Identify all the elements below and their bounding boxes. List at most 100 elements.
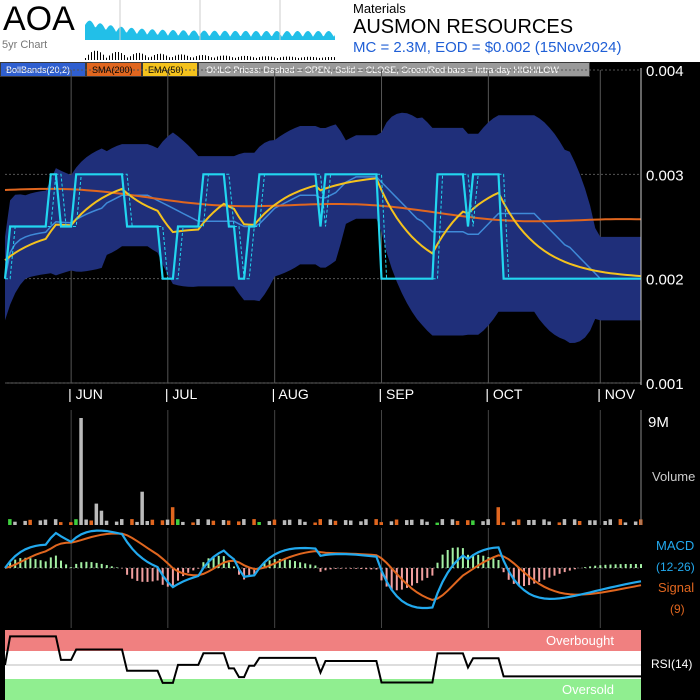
volume-bar [389, 521, 394, 525]
sparkline-volume-bar [241, 56, 242, 60]
sparkline-volume-bar [295, 57, 296, 60]
sparkline-volume-bar [244, 55, 245, 60]
volume-bar [38, 520, 43, 525]
sparkline-volume-bar [181, 54, 182, 60]
volume-bar [28, 519, 32, 525]
volume-bar [89, 520, 93, 525]
volume-bar [13, 521, 17, 525]
volume-bar [440, 519, 445, 525]
volume-bar [623, 522, 628, 525]
macd-params: (12-26) [656, 560, 695, 574]
volume-bar [99, 510, 104, 525]
sparkline-volume-bar [247, 56, 248, 60]
bollinger-band-area [5, 112, 641, 343]
volume-bar [633, 521, 638, 525]
volume-bar [69, 522, 73, 525]
sparkline-volume-bar [286, 56, 287, 60]
macd-line [4, 529, 642, 610]
sparkline-volume-bar [187, 55, 188, 60]
volume-bar [272, 519, 277, 525]
volume-bar [8, 519, 12, 525]
overbought-zone [5, 630, 641, 651]
market-cap-line: MC = 2.3M, EOD = $0.002 (15Nov2024) [353, 39, 622, 56]
volume-bar [557, 522, 562, 525]
volume-bar [196, 519, 200, 525]
oversold-label: Oversold [562, 682, 614, 697]
sparkline-volume-bar [313, 57, 314, 60]
sparkline-volume-bar [271, 56, 272, 60]
volume-bar [593, 520, 597, 525]
rsi-line [4, 635, 641, 684]
y-tick-label: 0.004 [646, 63, 684, 80]
volume-bar [191, 522, 195, 525]
y-tick-label: 0.001 [646, 376, 684, 393]
volume-bar [333, 520, 338, 525]
volume-bar [364, 519, 368, 525]
sparkline-volume-bar [157, 54, 158, 60]
sparkline-volume-bar [229, 56, 230, 60]
sparkline-volume-bar [316, 57, 317, 60]
volume-bar [511, 521, 516, 525]
sparkline-volume-bar [100, 52, 101, 60]
volume-bar [603, 521, 607, 525]
sparkline-volume-bar [301, 57, 302, 60]
volume-bar [328, 519, 333, 525]
volume-bar [181, 521, 185, 525]
sparkline-volume-bar [124, 55, 125, 60]
volume-bar [466, 520, 470, 525]
volume-bar [135, 521, 139, 525]
sparkline-volume-bar [304, 57, 305, 60]
volume-bar [267, 521, 272, 525]
signal-params: (9) [670, 602, 685, 616]
volume-bar [206, 519, 210, 525]
volume-bar [527, 520, 531, 525]
x-tick-label: | SEP [379, 386, 415, 402]
sparkline-volume-bar [169, 57, 170, 60]
volume-bar [608, 519, 612, 525]
ticker-symbol: AOA [3, 0, 75, 38]
sparkline-volume-bar [85, 58, 86, 60]
volume-bar [160, 520, 165, 525]
volume-bar [282, 520, 287, 525]
volume-bar [394, 519, 399, 525]
volume-bar [435, 522, 439, 525]
sparkline-volume-bar [232, 57, 233, 60]
volume-bar [165, 519, 170, 525]
x-tick-label: | OCT [485, 386, 523, 402]
legend-boll-swatch [1, 63, 85, 76]
volume-bar [577, 521, 582, 525]
sparkline-volume-bar [133, 54, 134, 60]
sparkline-volume-bar [178, 54, 179, 60]
y-tick-label: 0.002 [646, 272, 684, 289]
sparkline-volume-bar [262, 56, 263, 60]
x-tick-label: | JUL [165, 386, 198, 402]
rsi-label: RSI(14) [651, 657, 692, 671]
volume-bar [176, 519, 180, 525]
company-name: AUSMON RESOURCES [353, 16, 574, 38]
volume-bar [130, 519, 134, 525]
volume-bar [140, 491, 144, 525]
sparkline-volume-bar [310, 56, 311, 60]
macd-panel: MACD (12-26) Signal (9) [4, 528, 695, 628]
sparkline-volume-bar [250, 56, 251, 60]
volume-bar [343, 520, 348, 525]
x-tick-label: | JUN [68, 386, 103, 402]
sparkline-area [85, 20, 335, 40]
volume-bar [226, 520, 231, 525]
volume-bar [405, 520, 409, 525]
macd-signal-line [4, 532, 642, 601]
sparkline-volume-bar [151, 56, 152, 60]
volume-bar [486, 519, 490, 525]
close-price-line [3, 173, 641, 280]
x-tick-label: | AUG [272, 386, 309, 402]
sparkline-volume-bar [142, 53, 143, 60]
volume-bar [298, 519, 302, 525]
volume-bar [74, 519, 78, 525]
sparkline-volume-bar [211, 57, 212, 60]
sparkline-volume-bar [94, 50, 95, 60]
sparkline-volume-bar [139, 52, 140, 60]
sparkline-volume-bar [145, 55, 146, 60]
volume-bar [588, 520, 592, 525]
sparkline-volume-bar [277, 58, 278, 60]
volume-bar [374, 519, 378, 525]
